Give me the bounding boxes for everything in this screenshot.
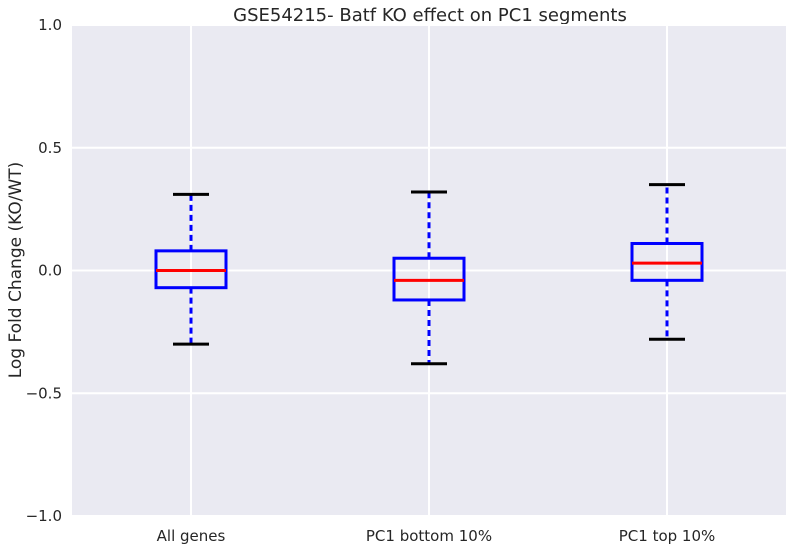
y-axis-ticks: −1.0 −0.5 0.0 0.5 1.0 bbox=[26, 16, 62, 525]
chart-title: GSE54215- Batf KO effect on PC1 segments bbox=[233, 5, 627, 26]
y-axis-label: Log Fold Change (KO/WT) bbox=[6, 162, 26, 379]
box-1 bbox=[154, 192, 228, 346]
x-axis-ticks: All genes PC1 bottom 10% PC1 top 10% bbox=[157, 527, 716, 545]
box-series bbox=[154, 183, 704, 366]
box-3 bbox=[630, 183, 704, 341]
x-tick-label: PC1 top 10% bbox=[619, 527, 716, 545]
y-tick-label: −1.0 bbox=[26, 507, 62, 525]
y-tick-label: 0.5 bbox=[38, 139, 62, 157]
y-tick-label: 1.0 bbox=[38, 16, 62, 34]
y-tick-label: −0.5 bbox=[26, 384, 62, 402]
x-tick-label: All genes bbox=[157, 527, 226, 545]
y-tick-label: 0.0 bbox=[38, 262, 62, 280]
box-2 bbox=[392, 190, 466, 366]
x-tick-label: PC1 bottom 10% bbox=[366, 527, 492, 545]
